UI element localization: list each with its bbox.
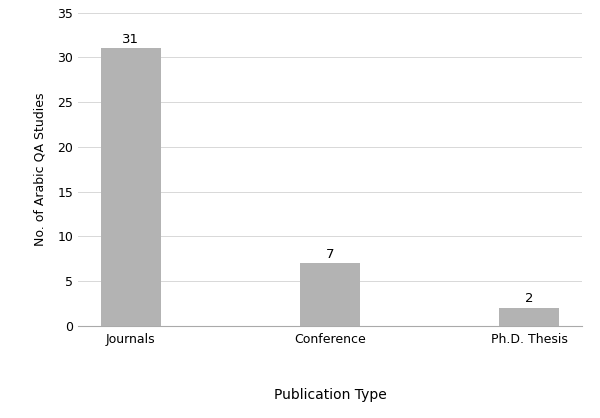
- Bar: [499, 308, 559, 326]
- Text: 7: 7: [326, 247, 334, 261]
- Y-axis label: No. of Arabic QA Studies: No. of Arabic QA Studies: [33, 92, 46, 246]
- Bar: [101, 48, 161, 326]
- Text: 31: 31: [122, 33, 139, 46]
- Text: 2: 2: [525, 293, 533, 306]
- X-axis label: Publication Type: Publication Type: [274, 387, 386, 402]
- Bar: [300, 263, 360, 326]
